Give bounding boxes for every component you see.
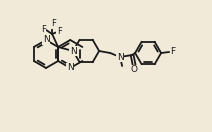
Text: N: N <box>67 63 74 72</box>
Text: N: N <box>117 53 124 62</box>
Text: F: F <box>171 46 176 55</box>
Text: N: N <box>43 36 49 44</box>
Text: O: O <box>131 65 138 74</box>
Text: F: F <box>41 25 46 34</box>
Text: F: F <box>57 27 61 36</box>
Text: N: N <box>70 46 77 55</box>
Text: F: F <box>51 20 56 29</box>
